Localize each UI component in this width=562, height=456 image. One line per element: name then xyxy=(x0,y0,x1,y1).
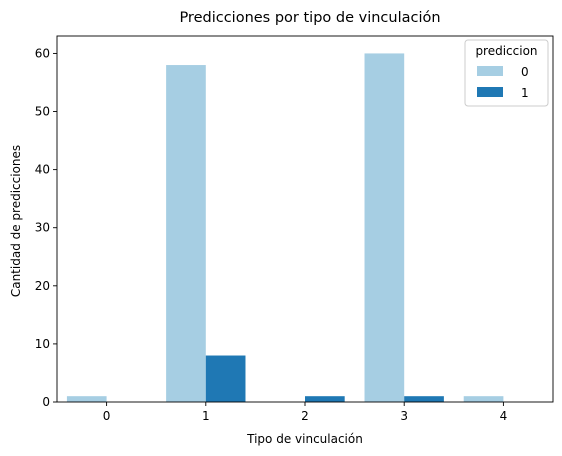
legend-swatch-1 xyxy=(477,87,503,97)
bar-series-1-cat-3 xyxy=(404,396,444,402)
y-tick-label: 40 xyxy=(35,163,50,177)
x-tick-label: 0 xyxy=(103,409,111,423)
bar-series-0-cat-0 xyxy=(66,396,107,402)
x-tick-label: 4 xyxy=(500,409,508,423)
bar-series-0-cat-4 xyxy=(463,396,504,402)
y-tick-label: 20 xyxy=(35,279,50,293)
legend-swatch-0 xyxy=(477,66,503,76)
x-tick-label: 2 xyxy=(301,409,309,423)
y-tick-label: 30 xyxy=(35,221,50,235)
bar-series-0-cat-1 xyxy=(166,65,206,403)
legend-label-0: 0 xyxy=(521,65,529,79)
chart-title: Predicciones por tipo de vinculación xyxy=(179,10,440,26)
legend-label-1: 1 xyxy=(521,86,529,100)
bar-series-1-cat-1 xyxy=(205,355,246,402)
x-tick-label: 3 xyxy=(400,409,408,423)
y-axis-label: Cantidad de predicciones xyxy=(9,145,23,297)
x-axis-label: Tipo de vinculación xyxy=(246,432,363,446)
bar-series-0-cat-3 xyxy=(364,53,405,403)
legend-title: prediccion xyxy=(475,44,537,58)
y-tick-label: 50 xyxy=(35,105,50,119)
bar-series-1-cat-2 xyxy=(305,396,345,402)
x-tick-label: 1 xyxy=(202,409,210,423)
y-tick-label: 10 xyxy=(35,337,50,351)
legend: prediccion 0 1 xyxy=(464,39,549,107)
y-tick-label: 60 xyxy=(35,46,50,60)
y-tick-label: 0 xyxy=(42,395,50,409)
